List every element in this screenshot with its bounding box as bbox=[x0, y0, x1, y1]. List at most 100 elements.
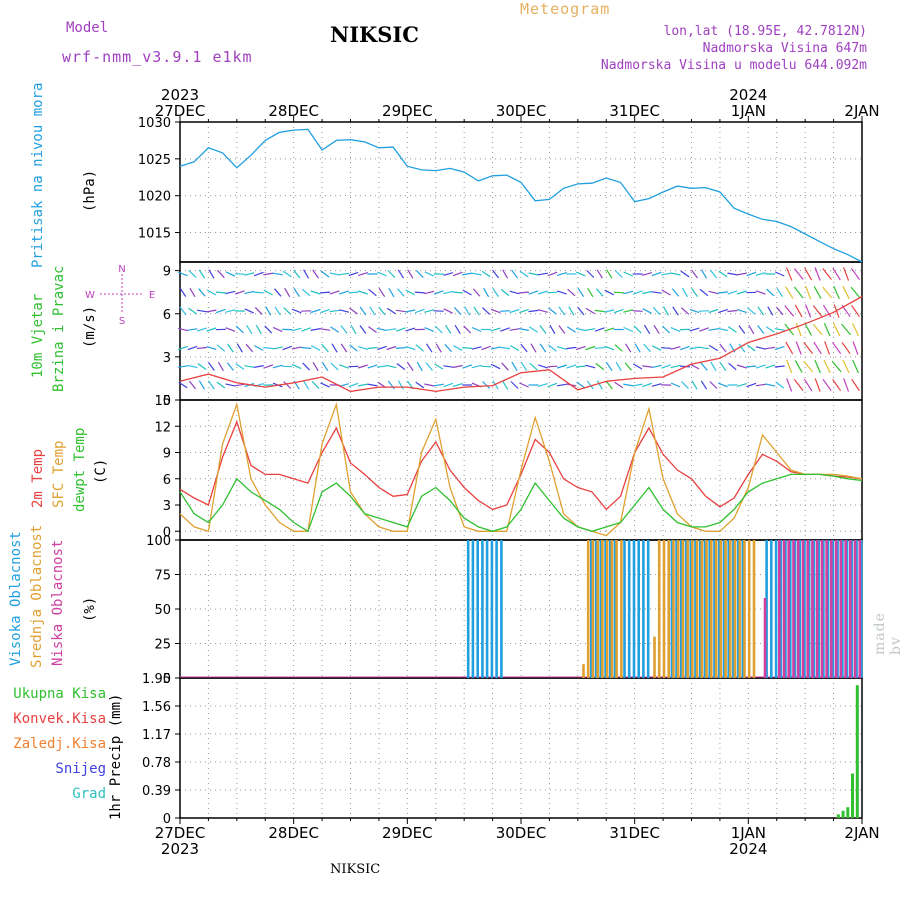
y-tick-label: 1.17 bbox=[142, 728, 171, 743]
wind-arrow bbox=[814, 267, 821, 281]
wind-arrow bbox=[785, 341, 794, 355]
wind-arrow bbox=[832, 378, 842, 392]
wind-arrow bbox=[215, 291, 226, 294]
wind-arrow bbox=[482, 381, 491, 389]
wind-arrow bbox=[330, 326, 340, 333]
wind-arrow bbox=[785, 267, 793, 281]
wind-arrow bbox=[510, 381, 519, 389]
wind-arrow bbox=[395, 347, 406, 349]
wind-arrow bbox=[520, 343, 528, 353]
wind-arrow bbox=[793, 286, 804, 299]
wind-arrow bbox=[293, 269, 301, 279]
y-tick-label: 1.56 bbox=[142, 700, 171, 715]
wind-arrow bbox=[558, 325, 566, 334]
cloud-low-bar bbox=[778, 540, 781, 678]
cloud-high-bar bbox=[845, 540, 849, 678]
cloud-high-bar bbox=[485, 540, 489, 678]
wind-arrow bbox=[755, 290, 766, 295]
wind-arrow bbox=[566, 346, 577, 350]
wind-arrow bbox=[670, 382, 681, 388]
wind-arrow bbox=[244, 308, 255, 314]
wind-arrow bbox=[700, 269, 708, 279]
wind-arrow bbox=[738, 343, 746, 353]
wind-arrow bbox=[397, 380, 404, 390]
wind-arrow bbox=[291, 308, 302, 314]
wind-arrow bbox=[529, 362, 538, 371]
wind-arrow bbox=[386, 364, 397, 369]
cloud-mid-bar bbox=[662, 540, 666, 678]
y-tick-label: 0 bbox=[163, 672, 171, 687]
cloud-mid-bar bbox=[695, 540, 699, 678]
wind-arrow bbox=[310, 345, 321, 351]
wind-arrow bbox=[709, 381, 718, 389]
y-tick-label: 12 bbox=[154, 420, 171, 435]
cloud-high-bar bbox=[722, 540, 726, 678]
wind-arrow bbox=[376, 327, 387, 332]
wind-arrow bbox=[680, 270, 690, 278]
wind-arrow bbox=[842, 359, 850, 374]
wind-arrow bbox=[481, 345, 492, 351]
wind-arrow bbox=[577, 306, 585, 316]
cloud-mid-bar bbox=[714, 540, 718, 678]
cloud-high-bar bbox=[822, 540, 825, 678]
wind-arrow bbox=[852, 359, 859, 374]
wind-arrow bbox=[643, 324, 651, 335]
wind-arrow bbox=[661, 272, 672, 276]
y-tick-label: 6 bbox=[163, 308, 171, 323]
wind-arrow bbox=[274, 288, 282, 297]
wind-arrow bbox=[624, 343, 632, 353]
wind-arrow bbox=[331, 343, 338, 353]
wind-arrow bbox=[594, 347, 605, 349]
wind-arrow bbox=[284, 287, 291, 298]
wind-arrow bbox=[746, 365, 757, 368]
wind-arrow bbox=[786, 359, 793, 374]
wind-arrow bbox=[774, 365, 785, 368]
y-tick-label: 1030 bbox=[138, 116, 171, 131]
cloud-high-bar bbox=[604, 540, 607, 678]
wind-arrow bbox=[255, 324, 262, 335]
wind-arrow bbox=[642, 365, 653, 368]
wind-arrow bbox=[651, 383, 662, 387]
cloud-high-bar bbox=[699, 540, 702, 678]
wind-arrow bbox=[566, 364, 577, 369]
wind-arrow bbox=[765, 364, 776, 369]
y-tick-label: 1020 bbox=[138, 190, 171, 205]
wind-arrow bbox=[386, 345, 397, 351]
cloud-high-bar bbox=[694, 540, 697, 678]
wind-arrow bbox=[605, 380, 613, 390]
wind-arrow bbox=[376, 365, 387, 368]
wind-arrow bbox=[208, 362, 215, 371]
cloud-high-bar bbox=[680, 540, 683, 678]
y-tick-label: 6 bbox=[163, 473, 171, 488]
wind-arrow bbox=[227, 343, 234, 353]
wind-arrow bbox=[691, 380, 698, 390]
wind-arrow bbox=[803, 360, 814, 373]
wind-arrow bbox=[813, 341, 822, 355]
wind-arrow bbox=[188, 270, 197, 278]
wind-arrow bbox=[672, 306, 679, 316]
wind-arrow bbox=[736, 383, 747, 387]
cloud-mid-bar bbox=[705, 540, 708, 678]
wind-arrow bbox=[339, 290, 349, 295]
cloud-high-bar bbox=[590, 540, 593, 678]
wind-arrow bbox=[614, 344, 623, 352]
cloud-high-bar bbox=[675, 540, 678, 678]
wind-arrow bbox=[814, 378, 821, 392]
wind-arrow bbox=[642, 382, 653, 388]
year-label-bottom: 2024 bbox=[729, 840, 767, 858]
wind-arrow bbox=[509, 328, 520, 331]
wind-arrow bbox=[633, 325, 642, 334]
cloud-mid-bar bbox=[710, 540, 713, 678]
compass-n: N bbox=[118, 264, 125, 275]
wind-arrow bbox=[246, 324, 253, 335]
wind-arrow bbox=[197, 327, 207, 332]
year-label-top: 2023 bbox=[161, 86, 199, 104]
wind-arrow bbox=[216, 344, 226, 352]
wind-arrow bbox=[567, 288, 576, 297]
wind-arrow bbox=[632, 290, 643, 295]
wind-arrow bbox=[187, 345, 198, 351]
x-tick-label-bottom: 28DEC bbox=[268, 824, 319, 842]
cloud-mid-bar bbox=[686, 540, 689, 678]
wind-arrow bbox=[537, 309, 548, 313]
wind-arrow bbox=[519, 382, 529, 388]
